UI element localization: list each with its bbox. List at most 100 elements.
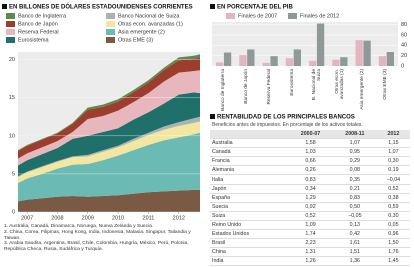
area [18, 116, 200, 177]
legend-swatch [106, 37, 115, 43]
table-row: Alemania 0,26 0,08 0,19 [210, 165, 410, 176]
table-row: Suecia 0,92 0,50 0,59 [210, 202, 410, 212]
cell: 1,74 [288, 229, 333, 240]
x-tick-label: 2011 [143, 215, 155, 221]
footnote: 3. Arabia Saudita, Argentina, Brasil, Ch… [4, 241, 189, 253]
cell: 1,36 [332, 256, 377, 267]
bar [293, 49, 301, 66]
cell: 0,92 [288, 202, 333, 212]
bar [239, 55, 247, 66]
bar [223, 52, 232, 66]
area [18, 70, 200, 166]
cell: 1,76 [376, 247, 410, 258]
cell: 0,30 [376, 211, 410, 221]
bar [355, 40, 363, 66]
cell: −0,04 [376, 174, 410, 185]
y-tick-label: 20 [9, 57, 15, 63]
bar [386, 52, 394, 66]
cell: 0,30 [376, 156, 410, 167]
cell: 1,61 [332, 238, 377, 249]
y-tick-label: 20 [401, 53, 407, 59]
cell: 1,29 [288, 193, 333, 203]
x-tick-label: Eurosistema [290, 69, 296, 96]
cell: 1,51 [332, 247, 377, 258]
row-label: Francia [210, 156, 289, 167]
area [18, 132, 200, 202]
table-row: Brasil 2,23 1,61 1,50 [210, 238, 410, 249]
row-label: Canadá [210, 147, 289, 158]
cell: 2,23 [288, 238, 333, 249]
row-label: Reino Unido [210, 220, 289, 231]
area-title: EN BILLONES DE DÓLARES ESTADOUNIDENSES C… [9, 3, 193, 11]
x-tick-label: Banco de Inglaterra [220, 69, 226, 111]
y-tick-label: 40 [401, 43, 407, 49]
table-row: India 1,26 1,36 1,45 [210, 256, 410, 267]
row-label: Suecia [210, 202, 289, 212]
bar [332, 59, 340, 66]
legend-label: Reserva Federal [18, 29, 59, 35]
row-label: Italia [210, 174, 289, 185]
table-title: RENTABILIDAD DE LOS PRINCIPALES BANCOS [217, 115, 355, 121]
area [18, 189, 200, 212]
x-tick-label: 2010 [112, 215, 124, 221]
cell: 0,38 [376, 193, 410, 203]
footnotes: 1. Australia, Canadá, Dinamarca, Noruega… [4, 224, 204, 253]
cell: 0,29 [332, 156, 377, 167]
area [18, 57, 200, 159]
legend-label: Otras econ. avanzadas (1) [118, 21, 183, 27]
cell: 0,96 [376, 229, 410, 240]
cell: 0,35 [332, 174, 377, 185]
legend-swatch [106, 13, 115, 19]
bar [378, 56, 387, 66]
cell: 0,52 [376, 184, 410, 194]
row-label: Alemania [210, 165, 289, 176]
cell: 0,83 [332, 193, 377, 203]
row-label: Brasil [210, 238, 289, 249]
legend-swatch [226, 13, 235, 19]
footnote: 2. China, Corea, Filipinas, Hong Kong, I… [4, 229, 191, 241]
cell: 0,05 [376, 220, 410, 231]
y-tick-label: 80 [401, 22, 407, 28]
y-tick-label: 15 [9, 95, 15, 101]
table-row: Japón 0,34 0,21 0,52 [210, 184, 410, 194]
bullet [2, 4, 7, 9]
y-tick-label: 0 [12, 209, 15, 215]
cell: 3,03 [288, 265, 333, 267]
x-tick-label: Banco de Japón [244, 69, 250, 104]
cell: 1,07 [376, 147, 410, 158]
table-subtitle: Beneficios antes de impuestos. En porcen… [212, 122, 363, 128]
footnote: 1. Australia, Canadá, Dinamarca, Noruega… [4, 224, 154, 229]
x-tick-label: Otras econ. avanzadas (1) [334, 69, 345, 100]
corner [210, 130, 289, 140]
bar-title: EN PORCENTAJE DEL PIB [217, 5, 293, 11]
legend-label: Banco Nacional de Suiza [118, 13, 180, 19]
header-row: 2000-07 2008-11 2012 [210, 130, 410, 140]
row-label: Japón [210, 184, 289, 194]
legend-label: Asia emergente (2) [118, 29, 165, 35]
x-tick-label: Reserva Federal [267, 69, 273, 105]
table-row: Suiza 0,52 −0,05 0,30 [210, 211, 410, 221]
table-row: Reino Unido 1,09 0,13 0,05 [210, 220, 410, 231]
row-label: Estados Unidos [210, 229, 289, 240]
legend-label: Banco de Inglaterra [18, 13, 67, 19]
cell: 1,03 [288, 147, 333, 158]
legend-label: Finales de 2012 [300, 13, 339, 19]
legend-swatch [106, 29, 115, 35]
cell: 0,66 [288, 156, 333, 167]
table-row: España 1,29 0,83 0,38 [210, 193, 410, 203]
row-label: Rusia [210, 265, 289, 267]
area [18, 121, 200, 184]
cell: 0,21 [332, 184, 377, 194]
cell: 0,34 [288, 184, 333, 194]
legend-label: Eurosistema [18, 37, 50, 43]
bar [262, 62, 270, 66]
bar [270, 56, 278, 66]
bar [216, 62, 224, 66]
cell: 0,50 [332, 202, 377, 212]
column-header: 2000-07 [288, 130, 333, 140]
table-row: Rusia3,031,462,39 [210, 265, 410, 267]
x-tick-label: Otras EME (3) [383, 69, 389, 100]
x-tick-label: 2009 [82, 215, 94, 221]
legend-label: Banco de Japón [18, 21, 58, 27]
area [18, 54, 200, 152]
